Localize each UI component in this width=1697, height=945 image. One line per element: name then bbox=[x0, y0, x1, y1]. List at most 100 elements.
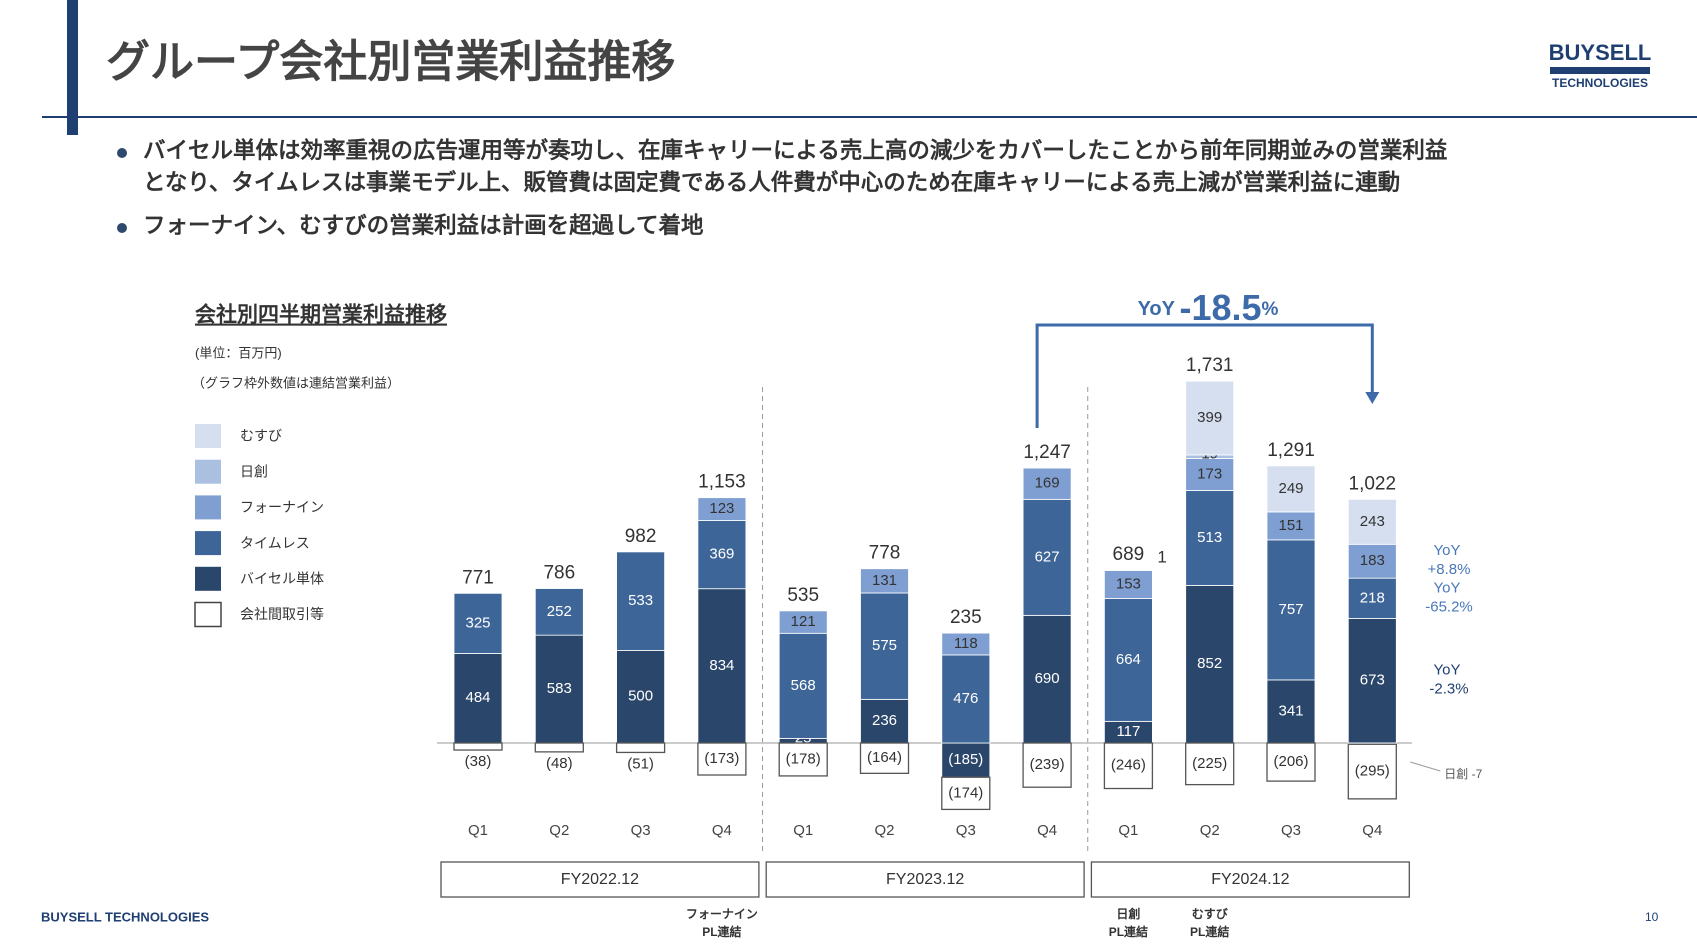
leader-line bbox=[1410, 761, 1441, 772]
bar-segment bbox=[778, 610, 828, 634]
total-label: 235 bbox=[950, 607, 982, 628]
segment-label: 121 bbox=[791, 613, 816, 630]
x-tick-label: Q2 bbox=[549, 822, 569, 839]
group-box bbox=[440, 861, 760, 898]
segment-label: 183 bbox=[1360, 552, 1385, 569]
segment-label: 673 bbox=[1360, 672, 1385, 689]
bar-segment bbox=[1185, 742, 1235, 786]
bar-segment bbox=[1103, 742, 1154, 790]
note: （グラフ枠外数値は連結営業利益） bbox=[192, 375, 400, 390]
total-label: 1,291 bbox=[1267, 440, 1315, 461]
total-label: 1,153 bbox=[698, 472, 746, 493]
segment-label: 117 bbox=[1116, 723, 1140, 740]
x-tick-label: Q1 bbox=[1118, 822, 1138, 839]
x-tick-label: Q4 bbox=[1037, 822, 1057, 839]
x-tick-label: Q2 bbox=[874, 822, 894, 839]
group-box bbox=[765, 861, 1085, 898]
bar-segment bbox=[453, 742, 503, 751]
legend-swatch bbox=[195, 424, 221, 448]
segment-yoy-value: -2.3% bbox=[1429, 681, 1468, 698]
total-label: 535 bbox=[787, 585, 819, 606]
segment-label: 236 bbox=[872, 712, 897, 729]
bar-segment bbox=[1266, 742, 1316, 782]
bar-segment bbox=[859, 742, 910, 774]
segment-label: 369 bbox=[709, 546, 734, 563]
bar-segment bbox=[1022, 614, 1072, 744]
bar-segment bbox=[1347, 498, 1397, 545]
bar-segment bbox=[697, 588, 747, 744]
segment-label: 123 bbox=[709, 500, 734, 517]
segment-yoy-value: +8.8% bbox=[1428, 561, 1471, 578]
segment-yoy-label: YoY bbox=[1434, 579, 1461, 596]
segment-label: 131 bbox=[872, 572, 897, 589]
page-title: グループ会社別営業利益推移 bbox=[106, 38, 675, 87]
consolidation-note: PL連結 bbox=[1190, 924, 1229, 939]
total-label: 982 bbox=[625, 526, 657, 547]
segment-label: (225) bbox=[1192, 755, 1227, 772]
legend-swatch bbox=[195, 495, 221, 520]
bar-segment bbox=[1185, 380, 1235, 456]
bar-segment bbox=[453, 592, 503, 654]
total-label: 771 bbox=[462, 567, 494, 588]
total-label: 786 bbox=[543, 563, 575, 584]
total-label: 778 bbox=[869, 543, 901, 564]
consolidation-note: PL連結 bbox=[1109, 924, 1148, 939]
segment-label: 533 bbox=[628, 592, 653, 609]
bar-segment bbox=[1185, 584, 1235, 744]
bullet-text: フォーナイン、むすびの営業利益は計画を超過して着地 bbox=[143, 212, 704, 238]
segment-label: 153 bbox=[1116, 575, 1141, 592]
bar-segment bbox=[860, 592, 909, 700]
yoy-unit: % bbox=[1262, 299, 1279, 320]
bullet-text: バイセル単体は効率重視の広告運用等が奏功し、在庫キャリーによる売上高の減少をカバ… bbox=[143, 137, 1447, 163]
bar-segment bbox=[1347, 618, 1397, 744]
segment-label: 757 bbox=[1278, 601, 1303, 618]
consolidation-note: フォーナイン bbox=[686, 907, 758, 921]
bullet-dot bbox=[117, 223, 127, 233]
x-tick-label: Q1 bbox=[793, 822, 813, 839]
yoy-headline: YoY -18.5% bbox=[1138, 287, 1279, 328]
bar-segment bbox=[1347, 543, 1397, 579]
segment-label: 1 bbox=[1157, 548, 1166, 567]
x-tick-label: Q4 bbox=[712, 822, 732, 839]
segment-label: 664 bbox=[1116, 651, 1141, 668]
segment-label: 243 bbox=[1360, 513, 1385, 530]
consolidation-note: PL連結 bbox=[702, 924, 741, 939]
bar-segment bbox=[1266, 465, 1316, 513]
bar-segment bbox=[860, 568, 909, 594]
yoy-arrowhead bbox=[1365, 392, 1380, 404]
x-tick-label: Q2 bbox=[1200, 822, 1220, 839]
segment-label: (51) bbox=[627, 755, 654, 772]
segment-label: 252 bbox=[547, 603, 572, 620]
legend-label: フォーナイン bbox=[240, 499, 324, 515]
bar-segment bbox=[1022, 498, 1072, 616]
bar-segment bbox=[1104, 569, 1153, 599]
segment-label: 325 bbox=[465, 614, 490, 631]
bar-segment bbox=[941, 654, 991, 744]
segment-label: 500 bbox=[628, 688, 653, 705]
segment-label: 151 bbox=[1278, 517, 1303, 534]
chart-title: 会社別四半期営業利益推移 bbox=[195, 303, 447, 327]
segment-yoy-label: YoY bbox=[1434, 542, 1461, 559]
segment-label: 169 bbox=[1035, 475, 1060, 492]
segment-label: (185) bbox=[948, 751, 983, 768]
legend-label: 会社間取引等 bbox=[240, 606, 324, 622]
bar-segment bbox=[1104, 598, 1153, 722]
segment-label: (206) bbox=[1273, 753, 1308, 770]
bar-segment bbox=[1266, 539, 1316, 681]
bar-segment bbox=[778, 632, 828, 739]
segment-label: 583 bbox=[547, 680, 572, 697]
bar-segment bbox=[941, 776, 991, 811]
total-label: 1,022 bbox=[1349, 473, 1397, 494]
bar-segment bbox=[860, 698, 909, 744]
segment-label: 513 bbox=[1197, 529, 1222, 546]
bar-segment bbox=[534, 588, 584, 636]
bar-segment bbox=[534, 742, 584, 753]
segment-label: 218 bbox=[1360, 589, 1385, 606]
segment-label: 690 bbox=[1035, 670, 1060, 687]
bar-segment bbox=[1022, 467, 1072, 500]
segment-label: 399 bbox=[1197, 409, 1222, 426]
segment-label: 575 bbox=[872, 637, 897, 654]
segment-label: (164) bbox=[867, 749, 902, 766]
yoy-value: -18.5 bbox=[1179, 287, 1261, 328]
